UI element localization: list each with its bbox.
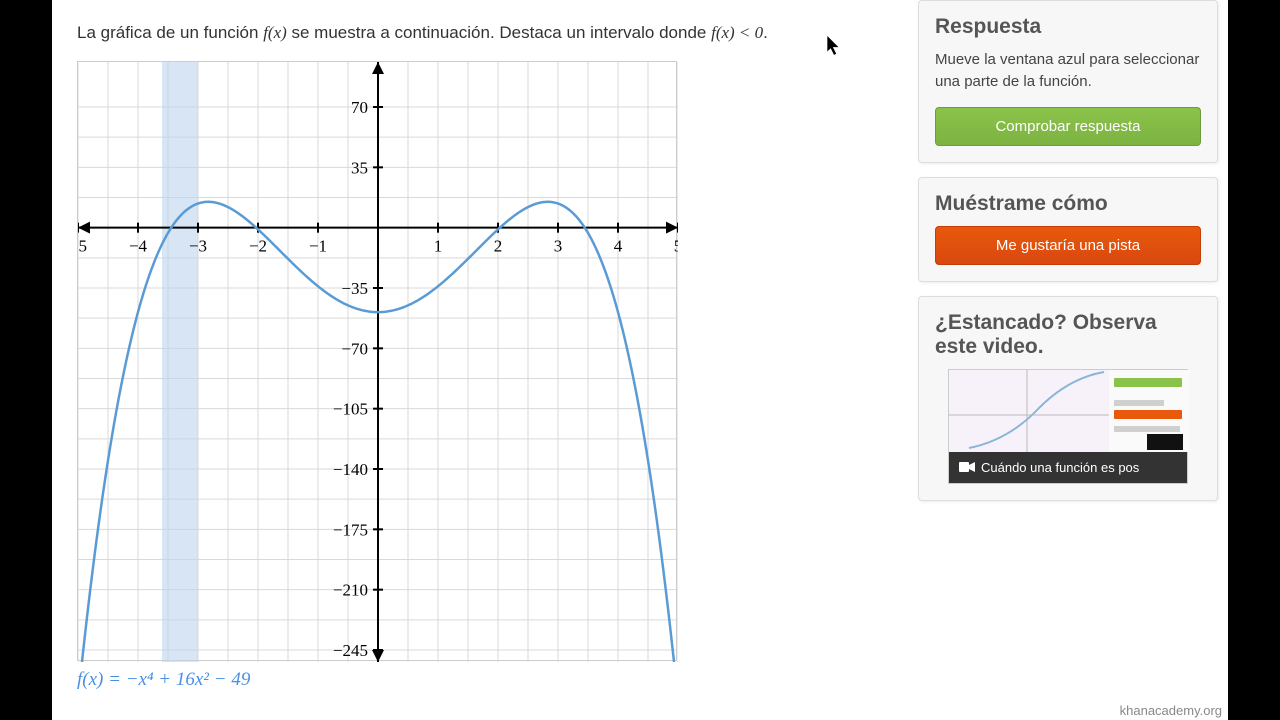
q-prefix: La gráfica de un función bbox=[77, 23, 263, 42]
video-caption: Cuándo una función es pos bbox=[981, 460, 1139, 475]
question-text: La gráfica de un función f(x) se muestra… bbox=[77, 20, 893, 46]
answer-panel: Respuesta Mueve la ventana azul para sel… bbox=[918, 0, 1218, 163]
svg-text:2: 2 bbox=[494, 236, 503, 255]
stuck-panel: ¿Estancado? Observa este video. bbox=[918, 296, 1218, 501]
answer-title: Respuesta bbox=[935, 15, 1201, 39]
svg-text:−2: −2 bbox=[249, 236, 267, 255]
svg-text:−4: −4 bbox=[129, 236, 148, 255]
svg-text:1: 1 bbox=[434, 236, 443, 255]
hint-button[interactable]: Me gustaría una pista bbox=[935, 226, 1201, 265]
showme-panel: Muéstrame cómo Me gustaría una pista bbox=[918, 177, 1218, 282]
svg-text:70: 70 bbox=[351, 98, 368, 117]
svg-text:−3: −3 bbox=[189, 236, 207, 255]
svg-text:−1: −1 bbox=[309, 236, 327, 255]
check-answer-button[interactable]: Comprobar respuesta bbox=[935, 107, 1201, 146]
svg-text:3: 3 bbox=[554, 236, 563, 255]
function-equation: f(x) = −x⁴ + 16x² − 49 bbox=[77, 669, 893, 691]
function-graph[interactable]: −5 −4 −3 −2 −1 1 2 3 4 5 70 35 −35 −70 −105 −140 −175 −21… bbox=[77, 61, 677, 661]
svg-text:−140: −140 bbox=[333, 460, 368, 479]
svg-text:35: 35 bbox=[351, 158, 368, 177]
svg-text:5: 5 bbox=[674, 236, 678, 255]
stuck-title: ¿Estancado? Observa este video. bbox=[935, 311, 1201, 359]
camera-icon bbox=[959, 461, 975, 473]
svg-text:−70: −70 bbox=[341, 339, 368, 358]
cursor-icon bbox=[827, 36, 841, 56]
svg-text:−210: −210 bbox=[333, 580, 368, 599]
showme-title: Muéstrame cómo bbox=[935, 192, 1201, 216]
watermark: khanacademy.org bbox=[1120, 703, 1222, 718]
q-fx: f(x) bbox=[263, 23, 287, 42]
svg-text:−5: −5 bbox=[78, 236, 87, 255]
svg-text:−105: −105 bbox=[333, 399, 368, 418]
svg-text:−175: −175 bbox=[333, 520, 368, 539]
q-middle: se muestra a continuación. Destaca un in… bbox=[287, 23, 711, 42]
svg-text:−245: −245 bbox=[333, 641, 368, 660]
svg-text:4: 4 bbox=[614, 236, 623, 255]
q-suffix: . bbox=[763, 23, 768, 42]
svg-text:−35: −35 bbox=[341, 279, 368, 298]
video-thumbnail[interactable]: Cuándo una función es pos bbox=[948, 369, 1188, 484]
q-cond: f(x) < 0 bbox=[711, 23, 763, 42]
answer-hint: Mueve la ventana azul para seleccionar u… bbox=[935, 49, 1201, 93]
